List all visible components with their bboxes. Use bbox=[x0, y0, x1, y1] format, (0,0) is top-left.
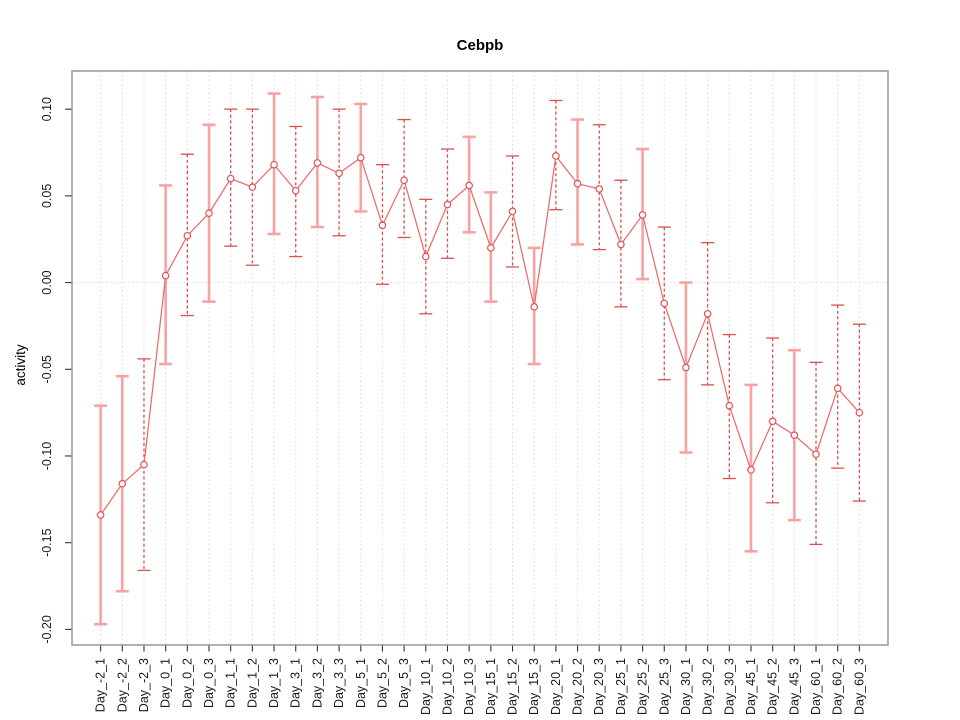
x-tick-label: Day_30_3 bbox=[722, 658, 736, 715]
x-tick-label: Day_0_2 bbox=[180, 658, 194, 708]
x-tick-label: Day_1_3 bbox=[267, 658, 281, 708]
plot-frame bbox=[71, 70, 889, 646]
plot-title: Cebpb bbox=[457, 37, 504, 54]
data-point bbox=[768, 417, 777, 426]
x-tick-label: Day_-2_2 bbox=[115, 658, 129, 712]
data-point bbox=[356, 153, 365, 162]
x-tick-label: Day_-2_1 bbox=[94, 658, 108, 712]
y-tick-label: -0.20 bbox=[40, 615, 54, 644]
data-point bbox=[552, 152, 560, 160]
data-point bbox=[161, 271, 170, 280]
data-point bbox=[703, 309, 712, 318]
data-point bbox=[487, 244, 495, 252]
x-tick-label: Day_20_3 bbox=[592, 658, 606, 715]
data-point bbox=[660, 299, 669, 308]
x-tick-label: Day_1_2 bbox=[245, 658, 259, 708]
y-tick-label: 0.00 bbox=[40, 270, 54, 294]
x-tick-label: Day_15_1 bbox=[484, 658, 498, 715]
data-point bbox=[833, 384, 842, 393]
data-point bbox=[313, 159, 322, 167]
x-tick-label: Day_3_2 bbox=[310, 658, 324, 708]
x-tick-label: Day_10_1 bbox=[419, 658, 433, 715]
data-point bbox=[378, 221, 387, 230]
y-tick-label: 0.10 bbox=[40, 97, 54, 121]
x-tick-label: Day_10_2 bbox=[440, 658, 454, 715]
y-tick-label: -0.05 bbox=[40, 355, 54, 384]
y-axis-title: activity bbox=[13, 344, 28, 386]
x-tick-label: Day_0_1 bbox=[159, 658, 173, 708]
y-tick-label: -0.10 bbox=[40, 442, 54, 471]
data-point bbox=[508, 207, 517, 216]
x-tick-label: Day_25_2 bbox=[636, 658, 650, 715]
x-tick-label: Day_25_3 bbox=[657, 658, 671, 715]
x-tick-label: Day_5_2 bbox=[375, 658, 389, 708]
data-point bbox=[226, 174, 235, 183]
x-tick-label: Day_30_2 bbox=[701, 658, 715, 715]
x-tick-label: Day_0_3 bbox=[202, 658, 216, 708]
data-point bbox=[291, 186, 300, 195]
data-point bbox=[118, 479, 127, 488]
x-tick-label: Day_15_3 bbox=[527, 658, 541, 715]
chart-drawing: Day_-2_1 Day_-2_2 Day_-2_3 Day_0_1 Day_0_2 Da… bbox=[40, 70, 889, 715]
x-tick-label: Day_45_2 bbox=[766, 658, 780, 715]
x-tick-label: Day_60_1 bbox=[809, 658, 823, 715]
data-point bbox=[790, 431, 799, 439]
x-tick-label: Day_45_1 bbox=[744, 658, 758, 715]
x-tick-label: Day_60_3 bbox=[852, 658, 866, 715]
data-point bbox=[183, 231, 192, 240]
data-point bbox=[747, 466, 755, 474]
data-point bbox=[530, 303, 538, 311]
data-point bbox=[725, 401, 734, 410]
x-tick-label: Day_5_3 bbox=[397, 658, 411, 708]
data-point bbox=[248, 183, 257, 191]
data-point bbox=[400, 176, 408, 185]
x-tick-label: Day_10_3 bbox=[462, 658, 476, 715]
data-point bbox=[335, 169, 343, 178]
series-line bbox=[100, 154, 860, 516]
x-tick-label: Day_15_2 bbox=[506, 658, 520, 715]
data-point bbox=[595, 185, 604, 193]
x-tick-label: Day_20_1 bbox=[549, 658, 563, 715]
data-point bbox=[422, 252, 430, 261]
x-tick-label: Day_45_3 bbox=[787, 658, 801, 715]
data-point bbox=[465, 181, 473, 190]
data-point bbox=[855, 408, 864, 417]
x-tick-label: Day_-2_3 bbox=[137, 658, 151, 712]
data-point bbox=[205, 209, 213, 217]
data-point bbox=[682, 363, 690, 372]
x-tick-label: Day_1_1 bbox=[224, 658, 238, 708]
data-point bbox=[140, 460, 148, 469]
data-point bbox=[617, 240, 625, 249]
x-tick-label: Day_25_1 bbox=[614, 658, 628, 715]
x-tick-label: Day_3_1 bbox=[289, 658, 303, 708]
x-tick-label: Day_30_1 bbox=[679, 658, 693, 715]
x-tick-label: Day_3_3 bbox=[332, 658, 346, 708]
y-tick-label: 0.05 bbox=[40, 184, 54, 208]
data-point bbox=[573, 179, 582, 188]
data-point bbox=[638, 211, 647, 219]
y-tick-label: -0.15 bbox=[40, 528, 54, 557]
x-tick-label: Day_60_2 bbox=[831, 658, 845, 715]
data-point bbox=[812, 450, 820, 459]
data-point bbox=[443, 200, 452, 209]
data-point bbox=[96, 511, 105, 519]
data-point bbox=[270, 160, 278, 169]
x-tick-label: Day_5_1 bbox=[354, 658, 368, 708]
x-tick-label: Day_20_2 bbox=[571, 658, 585, 715]
